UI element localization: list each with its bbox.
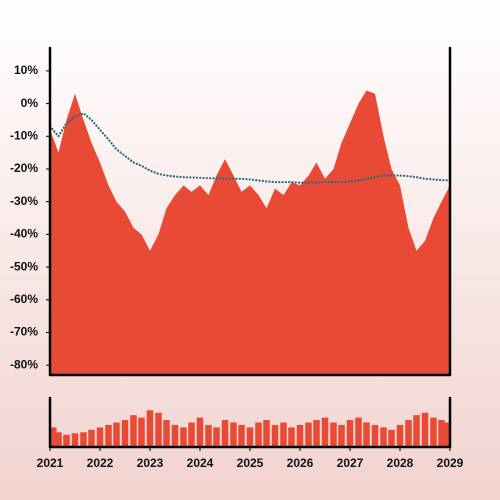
y-tick-label: -40% (10, 227, 38, 241)
bar (271, 424, 279, 447)
x-tick-label: 2029 (437, 456, 464, 470)
bar (338, 424, 345, 447)
bar (305, 422, 312, 447)
y-tick-label: -30% (10, 194, 38, 208)
bar (421, 412, 429, 447)
bar (263, 420, 270, 447)
bar (238, 424, 245, 447)
bar (188, 422, 195, 447)
bar (205, 424, 212, 447)
x-tick-label: 2026 (287, 456, 314, 470)
bar (355, 417, 362, 447)
bar (180, 427, 187, 447)
bar (155, 412, 162, 447)
bar (296, 424, 304, 447)
y-tick-label: -60% (10, 292, 38, 306)
bar (55, 432, 62, 447)
bar (388, 429, 395, 447)
x-tick-label: 2024 (187, 456, 214, 470)
x-tick-label: 2021 (37, 456, 64, 470)
moving-average-line (48, 112, 452, 184)
x-tick-label: 2027 (337, 456, 364, 470)
bar (88, 429, 95, 447)
bar (138, 417, 145, 447)
bar (230, 422, 237, 447)
x-tick-label: 2025 (237, 456, 264, 470)
bar (371, 424, 379, 447)
bar (246, 427, 254, 447)
y-tick-label: -80% (10, 357, 38, 371)
bar (63, 434, 70, 447)
y-tick-label: -20% (10, 161, 38, 175)
y-tick-label: 10% (14, 63, 38, 77)
y-tick-label: -10% (10, 128, 38, 142)
x-tick-label: 2023 (137, 456, 164, 470)
x-tick-label: 2028 (387, 456, 414, 470)
x-tick-label: 2022 (87, 456, 114, 470)
bar (430, 417, 437, 447)
bar (313, 420, 320, 447)
bar (130, 415, 137, 447)
bar (413, 415, 420, 447)
y-tick-label: 0% (21, 96, 39, 110)
y-tick-label: -50% (10, 259, 38, 273)
bar (146, 410, 154, 447)
bar (113, 422, 120, 447)
bar (255, 422, 262, 447)
bar (280, 422, 287, 447)
bar (405, 420, 412, 447)
area (50, 90, 450, 375)
bar (346, 420, 354, 447)
bar (71, 433, 79, 447)
bar (321, 417, 329, 447)
bar (288, 427, 295, 447)
bar (196, 417, 204, 447)
bar (105, 424, 112, 447)
bar (50, 427, 57, 447)
bar (80, 432, 87, 447)
bar (438, 420, 445, 447)
bar (221, 420, 229, 447)
bar (96, 427, 104, 447)
y-tick-label: -70% (10, 325, 38, 339)
bar (380, 427, 387, 447)
bar (163, 420, 170, 447)
bar (171, 424, 179, 447)
bar (443, 422, 450, 447)
bar (121, 420, 129, 447)
bar (213, 427, 220, 447)
bar (363, 422, 370, 447)
bar (396, 424, 404, 447)
bar (330, 422, 337, 447)
